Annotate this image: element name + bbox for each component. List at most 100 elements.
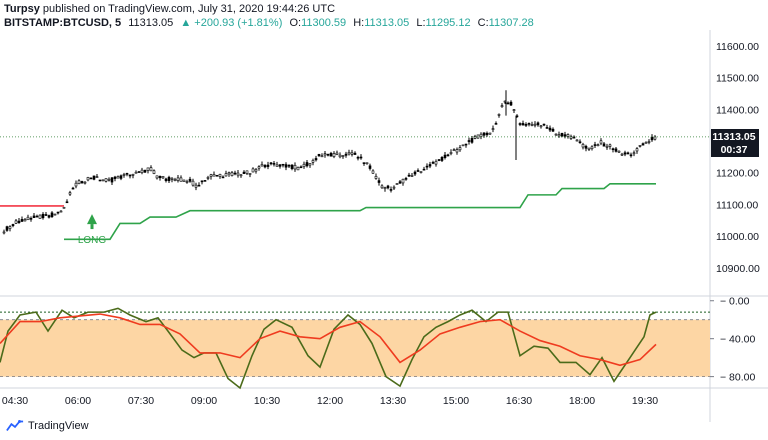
time-tick-label: 19:30 — [632, 395, 658, 407]
oscillator-pane[interactable] — [0, 307, 710, 390]
candle-body — [278, 164, 282, 167]
candle-body — [32, 215, 36, 219]
candle-body — [5, 226, 9, 231]
candle-body — [629, 154, 633, 157]
candle-body — [626, 152, 630, 155]
candle-body — [635, 148, 639, 152]
candle-body — [560, 132, 564, 137]
candle-body — [242, 171, 246, 174]
candle-body — [74, 182, 78, 187]
candle-body — [572, 136, 576, 139]
oscillator-tick-label: − 40.00 — [720, 334, 755, 346]
candle-body — [230, 172, 234, 176]
candle-body — [275, 164, 279, 167]
candle-body — [617, 150, 621, 153]
price-tick-label: 10900.00 — [716, 263, 760, 275]
candle-body — [566, 134, 570, 137]
symbol-name[interactable]: BITSTAMP:BTCUSD, 5 — [4, 17, 122, 29]
candle-body — [611, 148, 615, 150]
author-name[interactable]: Turpsy — [4, 3, 40, 15]
candle-body — [362, 162, 366, 164]
candle-body — [581, 144, 585, 148]
candle-body — [335, 152, 339, 155]
low-label: L: — [416, 17, 426, 29]
candle-body — [65, 201, 69, 204]
candle-body — [437, 159, 441, 161]
candle-body — [326, 153, 330, 156]
candle-body — [485, 132, 489, 136]
published-text: published on TradingView.com, July 31, 2… — [42, 3, 336, 15]
candle-body — [371, 170, 375, 174]
candle-body — [251, 168, 255, 173]
candle-body — [395, 183, 399, 185]
candle-body — [197, 184, 201, 187]
candle-body — [410, 175, 414, 177]
candle-body — [110, 177, 114, 183]
close-label: C: — [477, 17, 489, 29]
candle-body — [497, 114, 501, 116]
candle-body — [254, 169, 258, 172]
candle-body — [311, 160, 315, 163]
candle-body — [473, 135, 477, 139]
candle-body — [467, 140, 471, 142]
candle-body — [401, 178, 405, 184]
candle-body — [29, 218, 33, 220]
candle-body — [302, 163, 306, 167]
candle-body — [116, 176, 120, 179]
candle-body — [287, 164, 291, 167]
candle-body — [125, 173, 129, 175]
high-value: 11313.05 — [364, 17, 410, 29]
price-pane[interactable]: LONG — [0, 90, 710, 246]
candlestick-series — [2, 90, 657, 235]
candle-body — [50, 212, 54, 218]
candle-body — [284, 164, 288, 168]
candle-body — [323, 153, 327, 156]
candle-body — [386, 185, 390, 189]
time-axis[interactable]: 04:30 06:00 07:30 09:00 10:30 12:00 13:30 15:00… — [2, 395, 658, 407]
candle-body — [380, 185, 384, 189]
candle-body — [41, 213, 45, 219]
candle-body — [317, 153, 321, 157]
candle-body — [266, 164, 270, 167]
candle-body — [272, 163, 276, 165]
candle-body — [338, 154, 342, 158]
candle-body — [419, 171, 423, 173]
candle-body — [428, 164, 432, 167]
candle-body — [575, 139, 579, 142]
oscillator-axis: − 0.00 − 40.00 − 80.00 — [710, 296, 755, 384]
candle-body — [587, 147, 591, 150]
candle-body — [509, 101, 513, 106]
candle-body — [176, 177, 180, 181]
candle-body — [584, 145, 588, 149]
bar-countdown: 00:37 — [721, 144, 748, 156]
candle-body — [293, 164, 297, 170]
candle-body — [641, 143, 645, 146]
candle-body — [170, 177, 174, 180]
candle-body — [440, 157, 444, 161]
candle-body — [89, 177, 93, 180]
candle-body — [431, 162, 435, 164]
candle-body — [470, 138, 474, 143]
candle-body — [23, 219, 27, 222]
candle-body — [491, 128, 495, 130]
candle-body — [608, 144, 612, 147]
candle-body — [305, 162, 309, 167]
candle-body — [452, 149, 456, 152]
candle-body — [314, 158, 318, 161]
candle-body — [521, 123, 525, 126]
candle-body — [527, 123, 531, 125]
oscillator-tick-label: − 0.00 — [720, 296, 750, 308]
candle-body — [140, 169, 144, 173]
candle-body — [113, 176, 117, 179]
candle-body — [56, 211, 60, 214]
candle-body — [191, 180, 195, 186]
candle-body — [539, 125, 543, 128]
candle-body — [425, 165, 429, 168]
candle-body — [341, 155, 345, 157]
time-tick-label: 13:30 — [380, 395, 406, 407]
footer-brand[interactable]: TradingView — [6, 417, 89, 435]
candle-body — [464, 143, 468, 146]
price-axis[interactable]: 11600.0011500.0011400.0011300.0011200.00… — [716, 41, 760, 275]
candle-body — [179, 177, 183, 182]
